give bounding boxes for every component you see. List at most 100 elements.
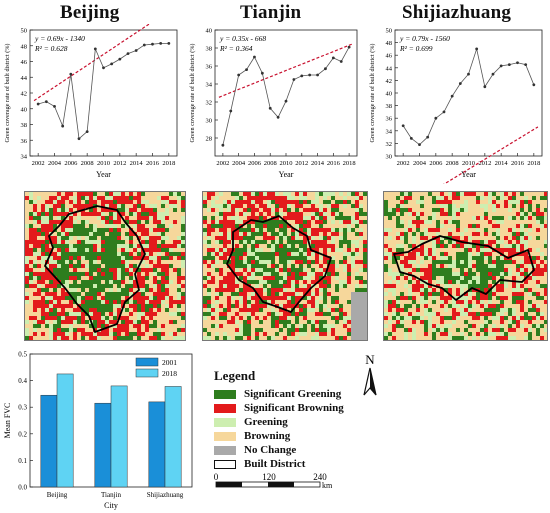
map-cell	[57, 200, 61, 204]
map-cell	[327, 192, 331, 196]
map-cell	[129, 244, 133, 248]
map-cell	[247, 264, 251, 268]
map-cell	[251, 268, 255, 272]
map-cell	[157, 236, 161, 240]
map-cell	[347, 252, 351, 256]
map-cell	[223, 288, 227, 292]
map-cell	[299, 192, 303, 196]
map-cell	[153, 268, 157, 272]
map-cell	[476, 228, 480, 232]
map-cell	[355, 304, 359, 308]
map-cell	[215, 248, 219, 252]
map-cell	[384, 336, 388, 340]
map-cell	[149, 212, 153, 216]
map-cell	[181, 264, 185, 268]
map-cell	[460, 276, 464, 280]
map-cell	[536, 328, 540, 332]
map-cell	[141, 212, 145, 216]
legend-label: Significant Greening	[244, 388, 342, 400]
map-cell	[263, 240, 267, 244]
map-cell	[153, 204, 157, 208]
y-axis-label: Green coverage rate of built district (%…	[369, 44, 376, 143]
map-cell	[275, 200, 279, 204]
map-cell	[335, 308, 339, 312]
map-cell	[464, 292, 468, 296]
map-cell	[448, 260, 452, 264]
map-cell	[544, 244, 547, 248]
map-cell	[235, 300, 239, 304]
map-cell	[331, 272, 335, 276]
map-cell	[259, 272, 263, 276]
map-cell	[303, 216, 307, 220]
map-cell	[484, 232, 488, 236]
map-cell	[25, 196, 29, 200]
map-cell	[303, 236, 307, 240]
map-cell	[339, 280, 343, 284]
map-cell	[291, 268, 295, 272]
map-cell	[287, 260, 291, 264]
map-cell	[424, 276, 428, 280]
map-cell	[149, 288, 153, 292]
map-cell	[492, 204, 496, 208]
y-tick-label: 34	[386, 128, 393, 135]
map-cell	[291, 196, 295, 200]
map-cell	[73, 256, 77, 260]
map-cell	[69, 232, 73, 236]
map-cell	[203, 220, 207, 224]
map-cell	[388, 208, 392, 212]
map-cell	[339, 240, 343, 244]
map-cell	[392, 260, 396, 264]
map-cell	[335, 320, 339, 324]
map-cell	[25, 268, 29, 272]
map-cell	[524, 312, 528, 316]
map-cell	[219, 192, 223, 196]
map-cell	[251, 288, 255, 292]
map-cell	[207, 292, 211, 296]
map-cell	[392, 272, 396, 276]
map-cell	[137, 248, 141, 252]
map-cell	[271, 324, 275, 328]
map-cell	[61, 272, 65, 276]
map-cell	[61, 292, 65, 296]
map-cell	[161, 264, 165, 268]
map-cell	[45, 244, 49, 248]
y-tick-label: 0.5	[18, 351, 27, 359]
map-cell	[235, 284, 239, 288]
map-cell	[267, 260, 271, 264]
map-cell	[452, 300, 456, 304]
map-cell	[231, 316, 235, 320]
map-cell	[307, 216, 311, 220]
map-cell	[508, 312, 512, 316]
map-cell	[45, 236, 49, 240]
tianjin-map-canvas	[203, 192, 367, 340]
map-cell	[57, 332, 61, 336]
map-cell	[41, 216, 45, 220]
map-cell	[295, 192, 299, 196]
map-cell	[303, 316, 307, 320]
map-cell	[133, 268, 137, 272]
map-cell	[496, 204, 500, 208]
map-cell	[400, 200, 404, 204]
map-cell	[117, 276, 121, 280]
map-cell	[319, 284, 323, 288]
map-cell	[432, 336, 436, 340]
map-cell	[215, 268, 219, 272]
map-cell	[137, 304, 141, 308]
map-cell	[500, 300, 504, 304]
map-cell	[125, 296, 129, 300]
map-cell	[472, 324, 476, 328]
map-cell	[255, 244, 259, 248]
map-cell	[149, 268, 153, 272]
map-cell	[105, 280, 109, 284]
map-cell	[524, 232, 528, 236]
map-cell	[500, 276, 504, 280]
map-cell	[359, 220, 363, 224]
shijiazhuang-map-canvas	[384, 192, 547, 340]
map-cell	[53, 296, 57, 300]
map-cell	[57, 252, 61, 256]
map-cell	[440, 264, 444, 268]
map-cell	[295, 280, 299, 284]
map-cell	[141, 260, 145, 264]
map-cell	[41, 288, 45, 292]
map-cell	[299, 264, 303, 268]
